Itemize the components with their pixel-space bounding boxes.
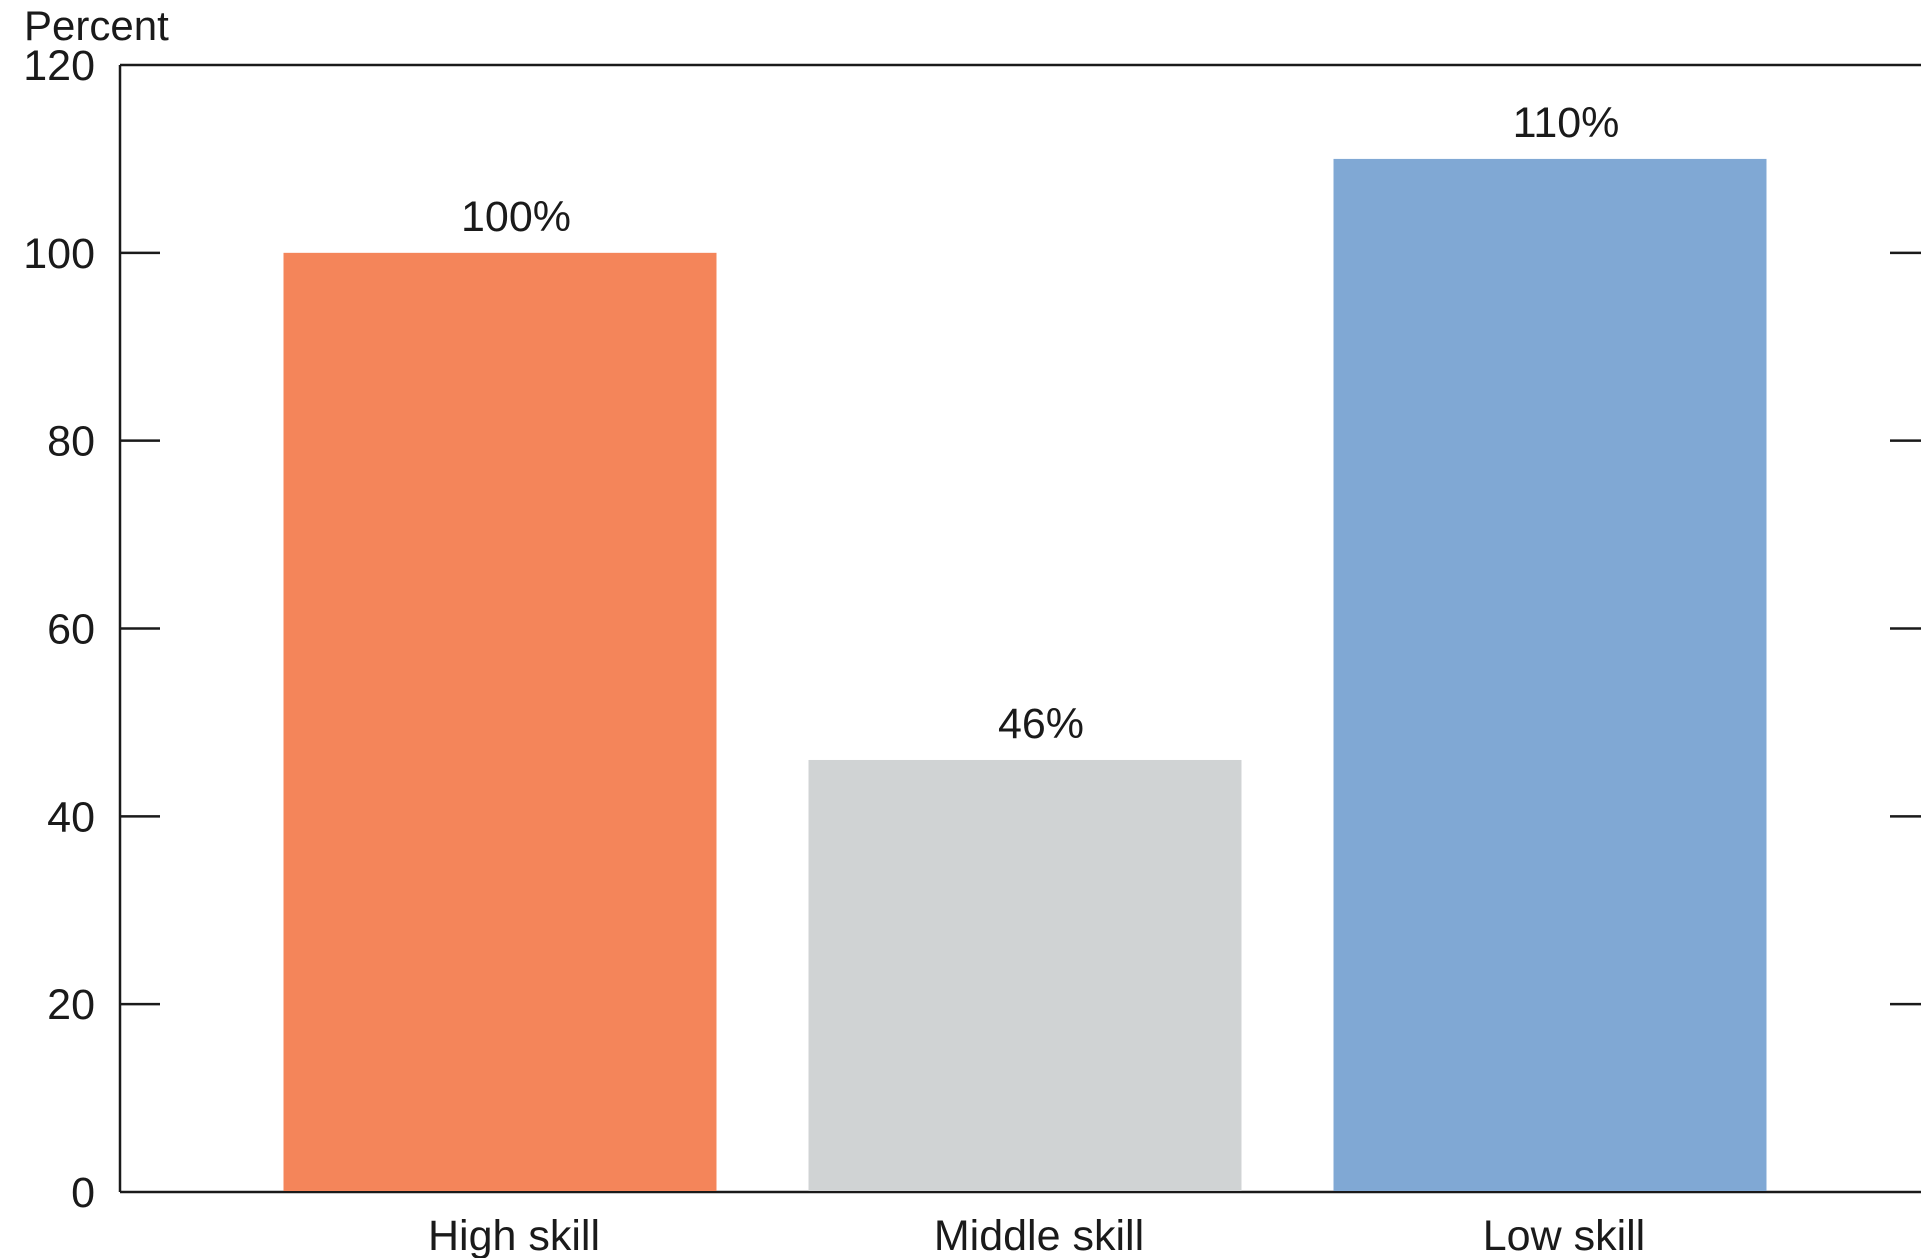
bar-value-label: 110% <box>1513 99 1620 147</box>
x-axis-labels: High skill Middle skill Low skill <box>428 1212 1645 1258</box>
y-tick-label: 0 <box>71 1169 95 1217</box>
y-tick-label: 40 <box>47 793 95 841</box>
y-tick-label: 60 <box>47 606 95 654</box>
y-tick-label: 100 <box>23 230 95 278</box>
x-tick-label: Middle skill <box>934 1212 1144 1258</box>
x-tick-label: Low skill <box>1483 1212 1646 1258</box>
bar <box>283 252 717 1192</box>
bar-value-label: 100% <box>461 193 571 241</box>
bar <box>808 759 1242 1191</box>
bar <box>1333 158 1767 1192</box>
y-tick-label: 120 <box>23 42 95 90</box>
value-labels: 100% 46% 110% <box>461 99 1619 748</box>
y-tick-label: 80 <box>47 418 95 466</box>
bar-value-label: 46% <box>998 700 1084 748</box>
y-tick-label: 20 <box>47 981 95 1029</box>
y-axis-title: Percent <box>24 2 169 49</box>
y-axis-ticks: 0 20 40 60 80 100 120 <box>23 42 1921 1217</box>
x-tick-label: High skill <box>428 1212 600 1258</box>
bars <box>283 158 1767 1192</box>
